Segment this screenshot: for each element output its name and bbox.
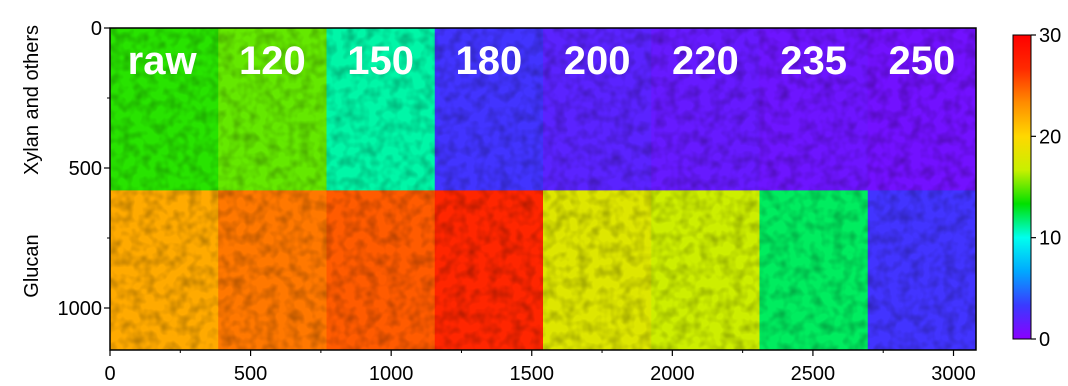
plot-frame [109,27,977,351]
colorbar-ticks: 0 10 20 30 [1031,25,1061,351]
y-tick-label: 0 [91,18,102,40]
colorbar-tick-label: 20 [1039,126,1061,148]
row-label-glucan: Glucan [21,234,43,297]
temperature-label: 200 [564,39,631,83]
x-tick-label: 1500 [510,363,555,385]
x-tick-label: 2500 [791,363,836,385]
temperature-label: 250 [889,39,956,83]
temperature-labels: raw 120 150 180 200 220 235 250 [128,39,956,83]
colorbar-tick-label: 10 [1039,228,1061,250]
temperature-label: 120 [239,39,306,83]
x-axis: 0 500 1000 1500 2000 2500 3000 [104,350,976,385]
temperature-label: 180 [456,39,523,83]
texture-overlay [110,28,976,350]
x-tick-label: 500 [234,363,267,385]
x-tick-label: 1000 [369,363,414,385]
temperature-label: 220 [672,39,739,83]
row-label-xylan: Xylan and others [21,25,43,175]
temperature-label: 150 [347,39,414,83]
colorbar-tick-label: 0 [1039,329,1050,351]
y-axis: 0 500 1000 [58,18,110,320]
x-tick-label: 3000 [931,363,976,385]
x-tick-label: 0 [104,363,115,385]
temperature-label: 235 [780,39,847,83]
colorbar [1012,34,1032,340]
y-tick-label: 1000 [58,298,103,320]
y-tick-label: 500 [69,158,102,180]
colorbar-tick-label: 30 [1039,25,1061,47]
x-tick-label: 2000 [650,363,695,385]
temperature-label: raw [128,39,198,83]
